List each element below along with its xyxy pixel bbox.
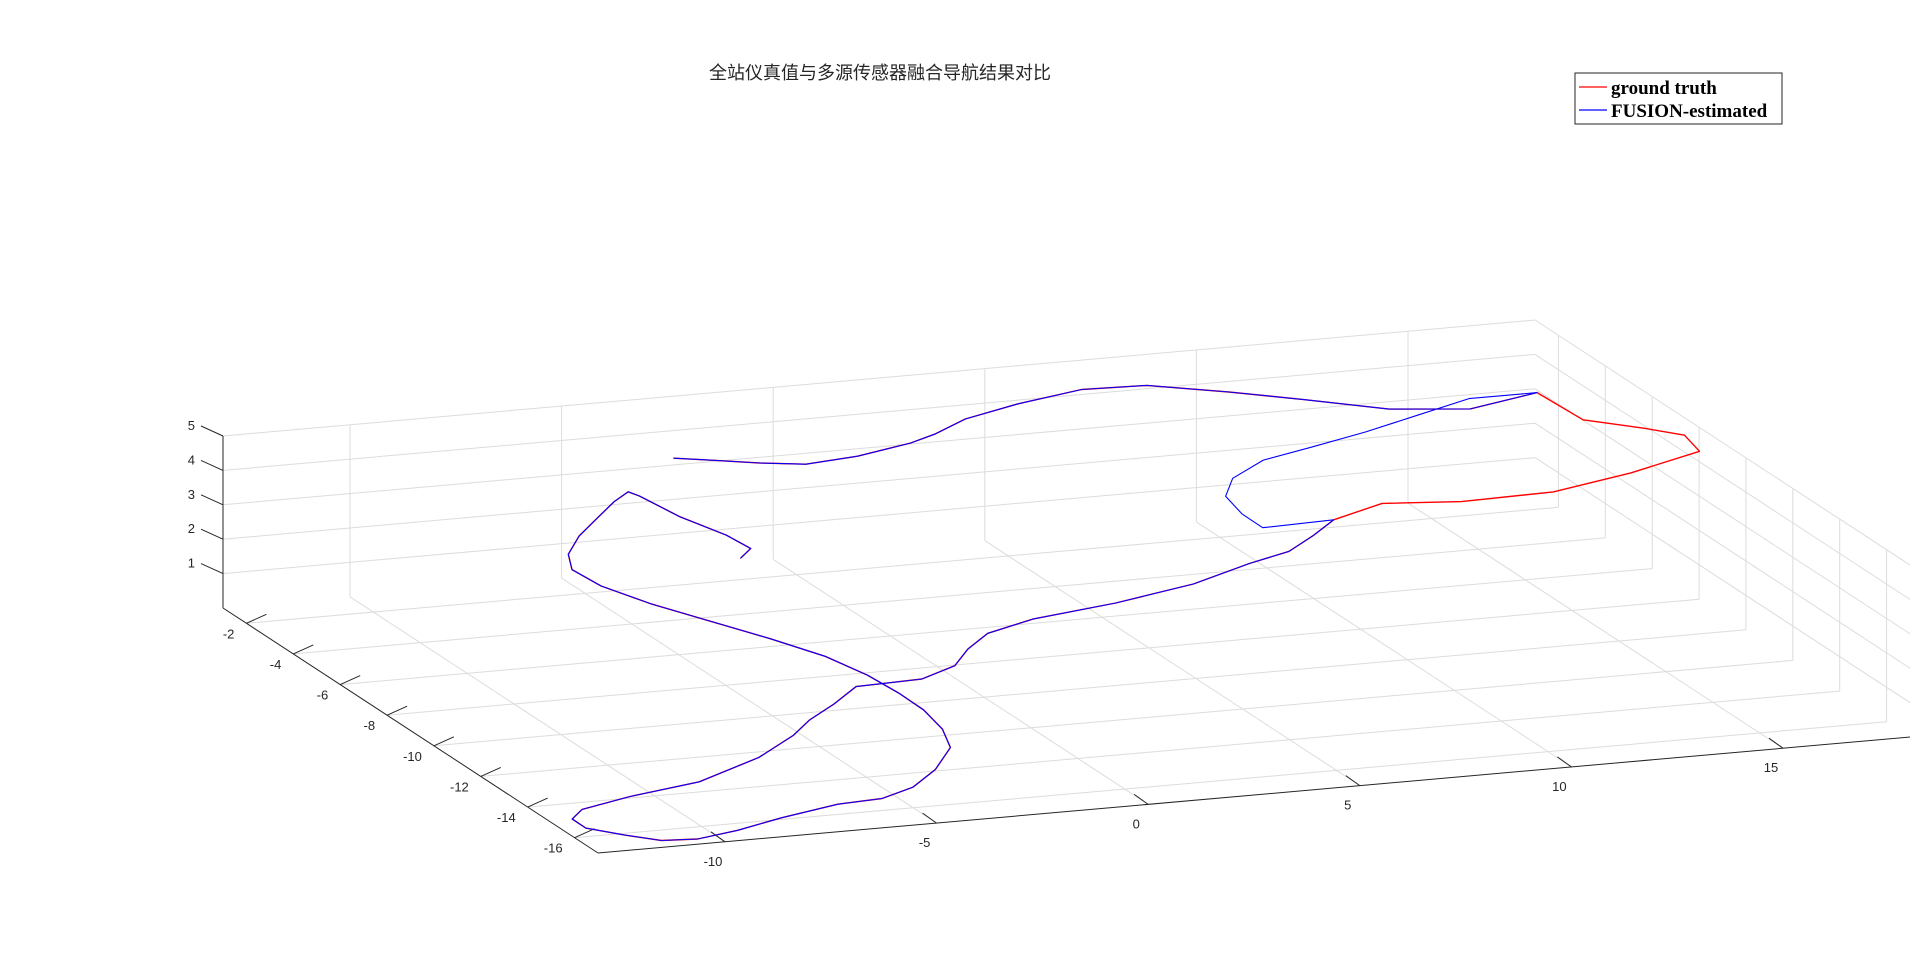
- plot-area: [567, 384, 1701, 842]
- y-tick-label: -8: [364, 718, 376, 733]
- y-tick-mark: [527, 797, 548, 808]
- z-tick-label: 5: [188, 418, 195, 433]
- grid-line-floor-y: [293, 537, 1606, 655]
- x-tick-mark: [922, 812, 937, 824]
- grid-line-floor-x: [1407, 502, 1784, 749]
- y-tick-mark: [574, 828, 595, 839]
- z-tick-label: 2: [188, 521, 195, 536]
- axes: [200, 425, 1911, 854]
- grid-line-wall-z: [1534, 319, 1911, 566]
- legend: ground truth FUSION-estimated: [1574, 72, 1783, 125]
- grid-line-wall-z: [222, 422, 1536, 540]
- legend-label-fusion-estimated: FUSION-estimated: [1611, 101, 1768, 122]
- y-tick-label: -14: [497, 810, 516, 825]
- series-fusion-estimated-line: [567, 384, 1538, 842]
- grid-line-wall-z: [222, 319, 1536, 437]
- z-tick-mark: [200, 563, 224, 575]
- z-tick-label: 3: [188, 487, 195, 502]
- legend-label-ground-truth: ground truth: [1611, 78, 1717, 99]
- chart-title: 全站仪真值与多源传感器融合导航结果对比: [709, 63, 1051, 84]
- grid-line-wall-z: [1534, 457, 1911, 704]
- grid-line-floor-y: [574, 721, 1887, 839]
- tick-labels: -10 -5 0 5 10 15 -2 -4 -6 -8 -10 -12 -14 -16 1 2 3 4 5: [188, 418, 1778, 869]
- grid-line-floor-y: [433, 629, 1746, 747]
- y-tick-mark: [386, 705, 408, 716]
- z-tick-label: 4: [188, 452, 195, 467]
- z-tick-mark: [200, 425, 224, 437]
- y-tick-mark: [246, 613, 267, 624]
- grid: [222, 319, 1911, 843]
- x-tick-mark: [710, 831, 726, 843]
- y-tick-label: -2: [223, 626, 235, 641]
- x-tick-mark: [1133, 793, 1149, 805]
- grid-line-wall-z: [222, 388, 1536, 506]
- grid-line-floor-x: [561, 577, 937, 824]
- x-tick-mark: [1345, 775, 1361, 787]
- y-tick-mark: [480, 766, 502, 777]
- y-tick-label: -16: [544, 841, 563, 856]
- grid-line-floor-x: [984, 540, 1361, 787]
- y-tick-label: -4: [270, 657, 282, 672]
- x-tick-label: 5: [1344, 798, 1351, 813]
- x-tick-mark: [1768, 737, 1784, 749]
- x-tick-label: 15: [1764, 760, 1778, 775]
- y-tick-mark: [339, 675, 361, 686]
- y-tick-label: -6: [317, 688, 329, 703]
- x-tick-label: 10: [1552, 779, 1566, 794]
- x-tick-mark: [1557, 756, 1572, 768]
- grid-line-floor-x: [349, 596, 726, 843]
- x-tick-label: 0: [1133, 816, 1140, 831]
- grid-line-floor-y: [387, 598, 1700, 716]
- grid-line-wall-z: [222, 353, 1536, 471]
- grid-line-wall-z: [1534, 422, 1911, 669]
- grid-line-floor-y: [246, 506, 1559, 624]
- z-tick-label: 1: [188, 556, 195, 571]
- grid-line-wall-z: [1534, 388, 1911, 635]
- z-tick-mark: [200, 528, 224, 540]
- y-tick-mark: [433, 736, 455, 747]
- x-tick-label: -10: [704, 854, 723, 869]
- grid-line-floor-y: [480, 659, 1793, 777]
- legend-box: [1574, 72, 1783, 125]
- y-axis-line: [222, 607, 599, 854]
- grid-line-floor-x: [1196, 521, 1572, 768]
- grid-line-floor-y: [527, 690, 1840, 808]
- z-tick-mark: [200, 459, 224, 471]
- x-axis-line: [597, 736, 1911, 854]
- y-tick-mark: [293, 644, 314, 655]
- z-tick-mark: [200, 494, 224, 506]
- y-tick-label: -12: [450, 779, 469, 794]
- grid-line-wall-z: [222, 457, 1536, 575]
- grid-line-floor-x: [772, 558, 1149, 805]
- x-tick-label: -5: [919, 835, 931, 850]
- grid-line-wall-z: [1534, 353, 1911, 600]
- grid-line-floor-y: [340, 568, 1653, 686]
- y-tick-label: -10: [403, 749, 422, 764]
